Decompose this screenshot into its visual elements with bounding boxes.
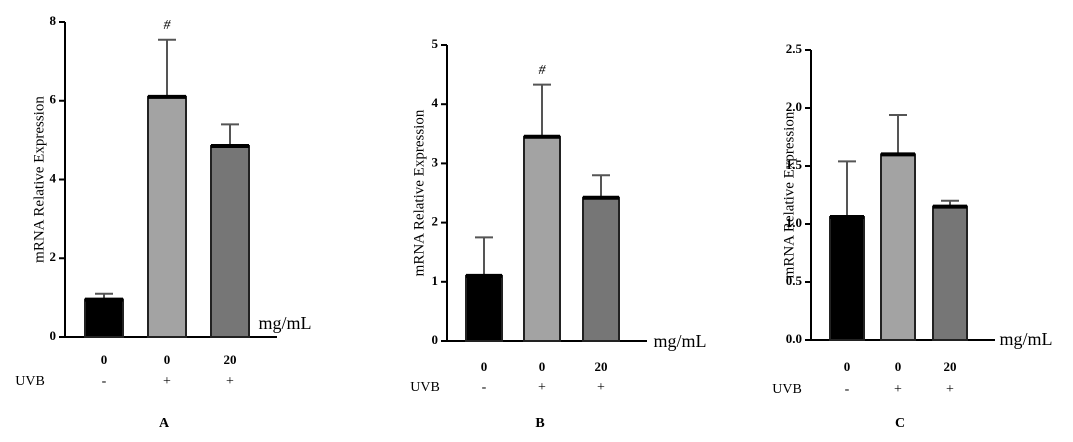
uvb-label: + bbox=[226, 374, 234, 389]
x-tick-label: 0 bbox=[164, 352, 171, 367]
y-tick-label: 5 bbox=[432, 36, 439, 51]
uvb-label: - bbox=[845, 382, 850, 397]
y-tick-label: 0 bbox=[50, 328, 57, 343]
y-axis-label: mRNA Relative Expression bbox=[31, 96, 47, 263]
y-axis-label: mRNA Relative Expression bbox=[781, 111, 797, 278]
bar bbox=[84, 298, 124, 338]
uvb-label: + bbox=[163, 374, 171, 389]
y-tick-label: 1.0 bbox=[786, 215, 802, 230]
bar bbox=[465, 274, 503, 343]
panel-label: B bbox=[535, 416, 544, 431]
annotation: # bbox=[539, 63, 547, 78]
y-tick-label: 0 bbox=[432, 332, 439, 347]
y-tick-label: 4 bbox=[50, 170, 57, 185]
uvb-label: + bbox=[946, 382, 954, 397]
x-tick-label: 0 bbox=[844, 359, 851, 374]
uvb-label: + bbox=[597, 380, 605, 395]
bar bbox=[147, 95, 187, 338]
y-tick-label: 2 bbox=[432, 214, 439, 229]
panel-label: A bbox=[159, 416, 170, 431]
uvb-label: - bbox=[102, 374, 107, 389]
uvb-label: + bbox=[538, 380, 546, 395]
unit-label: mg/mL bbox=[654, 331, 707, 351]
y-tick-label: 2.5 bbox=[786, 41, 803, 56]
uvb-label: + bbox=[894, 382, 902, 397]
bar bbox=[210, 145, 250, 338]
y-tick-label: 0.5 bbox=[786, 273, 803, 288]
x-tick-label: 20 bbox=[595, 359, 608, 374]
y-tick-label: 6 bbox=[50, 92, 57, 107]
bar bbox=[829, 216, 865, 341]
y-tick-label: 8 bbox=[50, 13, 57, 28]
y-axis-label: mRNA Relative Expression bbox=[411, 109, 427, 276]
y-tick-label: 1 bbox=[432, 273, 439, 288]
x-tick-label: 0 bbox=[539, 359, 546, 374]
panel-label: C bbox=[895, 416, 905, 431]
bar bbox=[932, 205, 968, 341]
y-tick-label: 3 bbox=[432, 154, 439, 169]
y-tick-label: 1.5 bbox=[786, 157, 803, 172]
x-tick-label: 20 bbox=[224, 352, 237, 367]
x-tick-label: 0 bbox=[481, 359, 488, 374]
x-tick-label: 0 bbox=[101, 352, 108, 367]
x-tick-label: 20 bbox=[944, 359, 957, 374]
y-tick-label: 0.0 bbox=[786, 331, 802, 346]
bar bbox=[523, 135, 561, 342]
unit-label: mg/mL bbox=[1000, 329, 1053, 349]
bar bbox=[880, 153, 916, 341]
y-tick-label: 2.0 bbox=[786, 99, 802, 114]
bar bbox=[582, 196, 620, 342]
row-label: UVB bbox=[772, 382, 802, 397]
y-tick-label: 4 bbox=[432, 95, 439, 110]
y-tick-label: 2 bbox=[50, 249, 57, 264]
row-label: UVB bbox=[410, 380, 440, 395]
row-label: UVB bbox=[15, 374, 45, 389]
unit-label: mg/mL bbox=[259, 313, 312, 333]
x-tick-label: 0 bbox=[895, 359, 902, 374]
uvb-label: - bbox=[482, 380, 487, 395]
annotation: # bbox=[164, 18, 172, 33]
